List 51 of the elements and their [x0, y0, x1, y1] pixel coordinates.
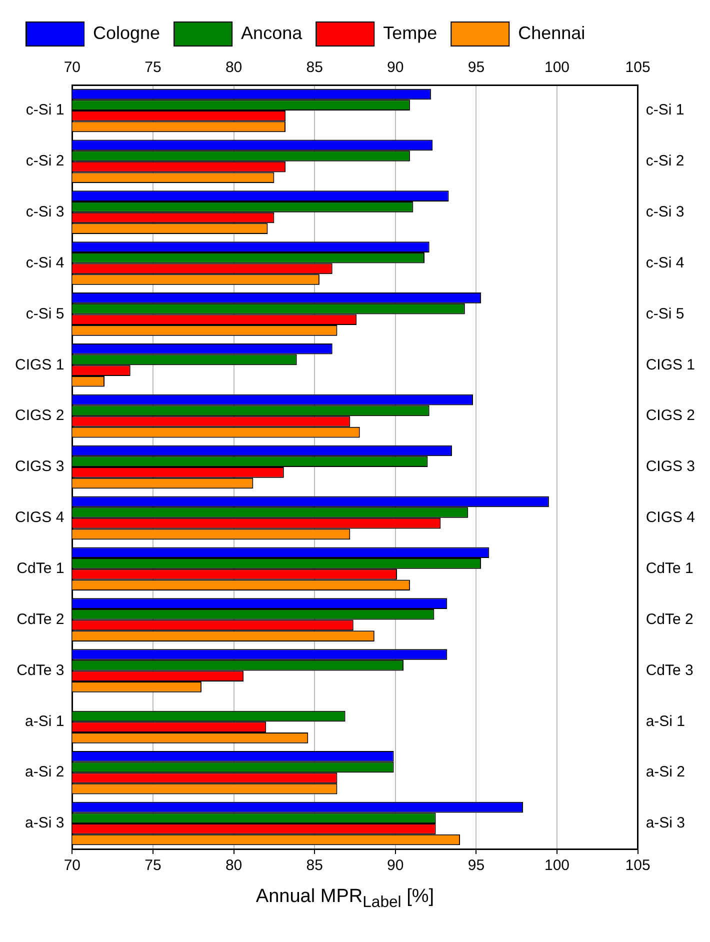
- y-tick-label: CIGS 3: [14, 458, 64, 476]
- x2-tick-label: 85: [306, 59, 323, 76]
- category-label: CIGS 2: [646, 407, 696, 424]
- legend-label: Ancona: [241, 22, 304, 43]
- category-label: CIGS 1: [646, 356, 696, 374]
- y-tick-label: a-Si 2: [24, 764, 64, 781]
- y-tick-label: CdTe 1: [16, 560, 64, 578]
- y-tick-label: a-Si 3: [24, 814, 64, 832]
- x2-tick-label: 70: [64, 59, 81, 76]
- legend-label: Chennai: [518, 22, 586, 43]
- x-axis-title: Annual MPR$_{Label}$ [%]: [254, 886, 436, 912]
- x-tick-label: 75: [144, 857, 162, 874]
- y-tick-label: c-Si 3: [26, 203, 64, 220]
- category-label: a-Si 3: [646, 814, 686, 832]
- category-label: c-Si 3: [646, 203, 684, 220]
- y-tick-label: CdTe 2: [16, 610, 64, 628]
- y-tick-label: CdTe 3: [16, 662, 64, 679]
- category-label: CIGS 3: [646, 458, 696, 476]
- y-tick-label: CIGS 4: [14, 509, 64, 526]
- x2-tick-label: 90: [387, 59, 404, 76]
- x2-tick-label: 75: [144, 59, 162, 76]
- legend-label: Tempe: [383, 22, 438, 43]
- y-tick-label: c-Si 2: [26, 152, 64, 170]
- x-tick-label: 100: [544, 857, 570, 874]
- x-tick-label: 70: [64, 857, 81, 874]
- category-label: a-Si 1: [646, 712, 686, 730]
- category-label: a-Si 2: [646, 764, 686, 781]
- y-tick-label: c-Si 1: [26, 102, 64, 119]
- x-tick-label: 80: [225, 857, 242, 874]
- y-tick-label: a-Si 1: [24, 712, 64, 730]
- category-label: CIGS 4: [646, 509, 696, 526]
- x2-tick-label: 80: [225, 59, 242, 76]
- x-tick-label: 105: [625, 857, 650, 874]
- x-tick-label: 95: [468, 857, 485, 874]
- category-label: CdTe 1: [646, 560, 694, 578]
- x2-tick-label: 95: [468, 59, 485, 76]
- category-label: c-Si 5: [646, 305, 684, 322]
- x2-tick-label: 105: [625, 59, 650, 76]
- y-tick-label: c-Si 4: [26, 254, 64, 272]
- legend-label: Cologne: [93, 22, 160, 43]
- category-label: c-Si 4: [646, 254, 684, 272]
- x-tick-label: 85: [306, 857, 323, 874]
- y-tick-label: CIGS 2: [14, 407, 64, 424]
- x-tick-label: 90: [387, 857, 404, 874]
- y-tick-label: CIGS 1: [14, 356, 64, 374]
- x2-tick-label: 100: [544, 59, 570, 76]
- category-label: CdTe 2: [646, 610, 694, 628]
- y-tick-label: c-Si 5: [26, 305, 64, 322]
- category-label: c-Si 2: [646, 152, 684, 170]
- category-label: c-Si 1: [646, 102, 684, 119]
- category-label: CdTe 3: [646, 662, 694, 679]
